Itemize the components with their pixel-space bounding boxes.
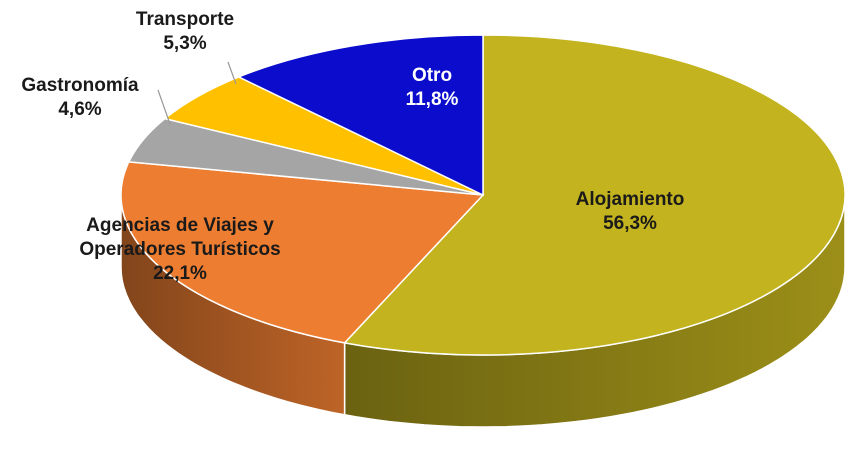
value-label: 5,3% bbox=[163, 33, 207, 54]
value-label: 22,1% bbox=[153, 263, 207, 284]
data-label: Alojamiento 56,3% bbox=[530, 188, 730, 236]
value-label: 4,6% bbox=[58, 99, 102, 120]
data-label: Gastronomía 4,6% bbox=[0, 74, 165, 122]
data-label: Agencias de Viajes y Operadores Turístic… bbox=[40, 214, 320, 286]
pie-slice bbox=[343, 34, 846, 356]
leader-line bbox=[227, 61, 237, 85]
category-label: Gastronomía bbox=[21, 75, 139, 96]
category-label: Agencias de Viajes y Operadores Turístic… bbox=[79, 215, 281, 260]
data-label: Otro 11,8% bbox=[382, 64, 482, 112]
leader-line bbox=[157, 89, 171, 125]
category-label: Transporte bbox=[135, 9, 235, 30]
category-label: Alojamiento bbox=[575, 189, 685, 210]
value-label: 56,3% bbox=[603, 213, 657, 234]
value-label: 11,8% bbox=[405, 89, 459, 110]
data-label: Transporte 5,3% bbox=[115, 8, 255, 56]
category-label: Otro bbox=[411, 65, 453, 86]
pie-slice bbox=[120, 161, 485, 344]
pie-slice bbox=[236, 34, 484, 197]
